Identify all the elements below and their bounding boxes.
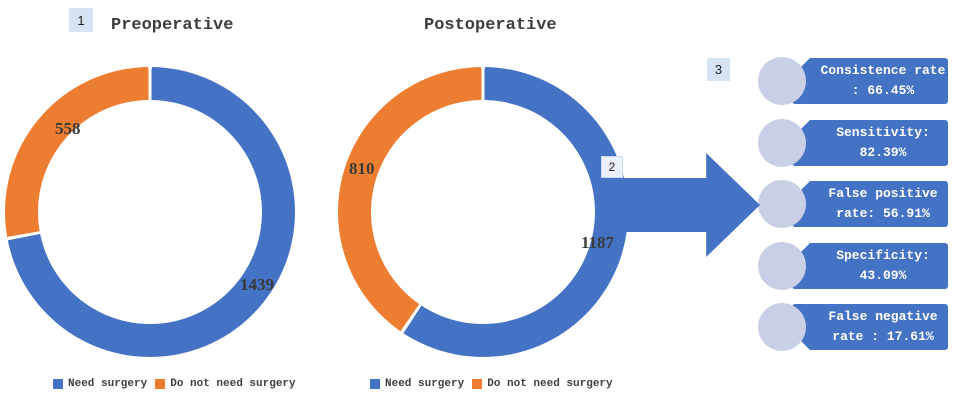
legend-label-do-not-need-surgery: Do not need surgery bbox=[170, 378, 296, 390]
need-surgery-swatch bbox=[370, 379, 380, 389]
legend-label-need-surgery: Need surgery bbox=[385, 378, 465, 390]
stat-ribbon: Specificity: 43.09% bbox=[792, 243, 948, 289]
donut-hole bbox=[38, 100, 262, 324]
stat-badge-specificity: Specificity: 43.09% bbox=[758, 242, 948, 290]
do-not-need-surgery-swatch bbox=[155, 379, 166, 389]
figure-marker-1: 1 bbox=[69, 8, 93, 32]
need-surgery-swatch bbox=[53, 379, 63, 389]
stat-line-2: : 66.45% bbox=[851, 83, 915, 98]
stat-line-1: False negative bbox=[828, 309, 938, 324]
stat-line-1: False positive bbox=[828, 186, 938, 201]
postoperative-blue-value-label: 1187 bbox=[581, 233, 615, 252]
postoperative-donut-chart bbox=[338, 67, 628, 357]
stat-circle bbox=[758, 303, 806, 351]
right-arrow-shape bbox=[622, 153, 760, 257]
stat-circle bbox=[758, 57, 806, 105]
stat-ribbon: False negative rate : 17.61% bbox=[792, 304, 948, 350]
donut-hole bbox=[371, 100, 595, 324]
do-not-need-surgery-swatch bbox=[472, 379, 483, 389]
stat-line-2: rate: 56.91% bbox=[836, 206, 930, 221]
stat-ribbon: False positive rate: 56.91% bbox=[792, 181, 948, 227]
stat-line-2: 82.39% bbox=[859, 145, 907, 160]
stat-ribbon: Consistence rate : 66.45% bbox=[792, 58, 948, 104]
stat-line-2: rate : 17.61% bbox=[832, 329, 934, 344]
stat-badge-sensitivity: Sensitivity: 82.39% bbox=[758, 119, 948, 167]
figure-marker-3: 3 bbox=[707, 58, 730, 81]
stat-ribbon: Sensitivity: 82.39% bbox=[792, 120, 948, 166]
preoperative-legend: Need surgery Do not need surgery bbox=[53, 378, 296, 390]
postoperative-orange-value-label: 810 bbox=[349, 159, 375, 178]
stat-line-1: Sensitivity: bbox=[836, 125, 930, 140]
preoperative-chart-title: Preoperative bbox=[111, 16, 234, 35]
stat-line-1: Consistence rate bbox=[820, 63, 946, 78]
legend-label-do-not-need-surgery: Do not need surgery bbox=[487, 378, 613, 390]
preoperative-donut-chart bbox=[5, 67, 295, 357]
stat-line-2: 43.09% bbox=[859, 268, 907, 283]
stat-circle bbox=[758, 180, 806, 228]
legend-label-need-surgery: Need surgery bbox=[68, 378, 148, 390]
stat-circle bbox=[758, 242, 806, 290]
preoperative-blue-value-label: 1439 bbox=[240, 275, 274, 294]
figure-marker-2: 2 bbox=[601, 156, 623, 178]
stat-badge-consistence-rate: Consistence rate : 66.45% bbox=[758, 57, 948, 105]
preoperative-orange-value-label: 558 bbox=[55, 119, 81, 138]
postoperative-chart-title: Postoperative bbox=[424, 16, 557, 35]
stat-badge-false-positive-rate: False positive rate: 56.91% bbox=[758, 180, 948, 228]
stat-circle bbox=[758, 119, 806, 167]
stat-badge-false-negative-rate: False negative rate : 17.61% bbox=[758, 303, 948, 351]
stat-line-1: Specificity: bbox=[836, 248, 930, 263]
postoperative-legend: Need surgery Do not need surgery bbox=[370, 378, 613, 390]
